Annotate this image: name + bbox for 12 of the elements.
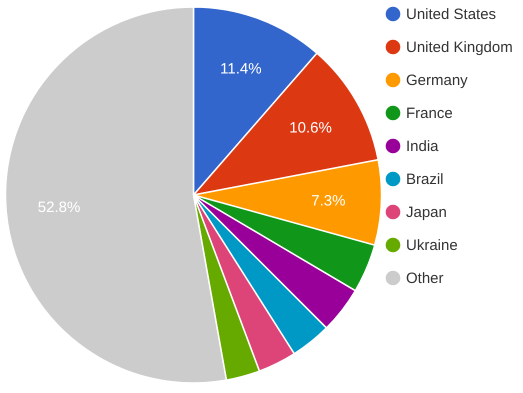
data-label: 11.4% — [220, 60, 262, 78]
data-label: 10.6% — [289, 120, 332, 137]
legend-label: Ukraine — [406, 237, 458, 254]
legend-label: United States — [406, 6, 496, 23]
legend-label: France — [406, 105, 453, 122]
data-label: 7.3% — [311, 192, 346, 210]
legend-label: Germany — [406, 72, 468, 89]
legend-label: United Kingdom — [406, 39, 513, 56]
legend-label: Other — [406, 270, 444, 287]
legend-label: Brazil — [406, 171, 444, 188]
legend-label: India — [406, 138, 440, 155]
legend-label: Japan — [406, 204, 447, 221]
